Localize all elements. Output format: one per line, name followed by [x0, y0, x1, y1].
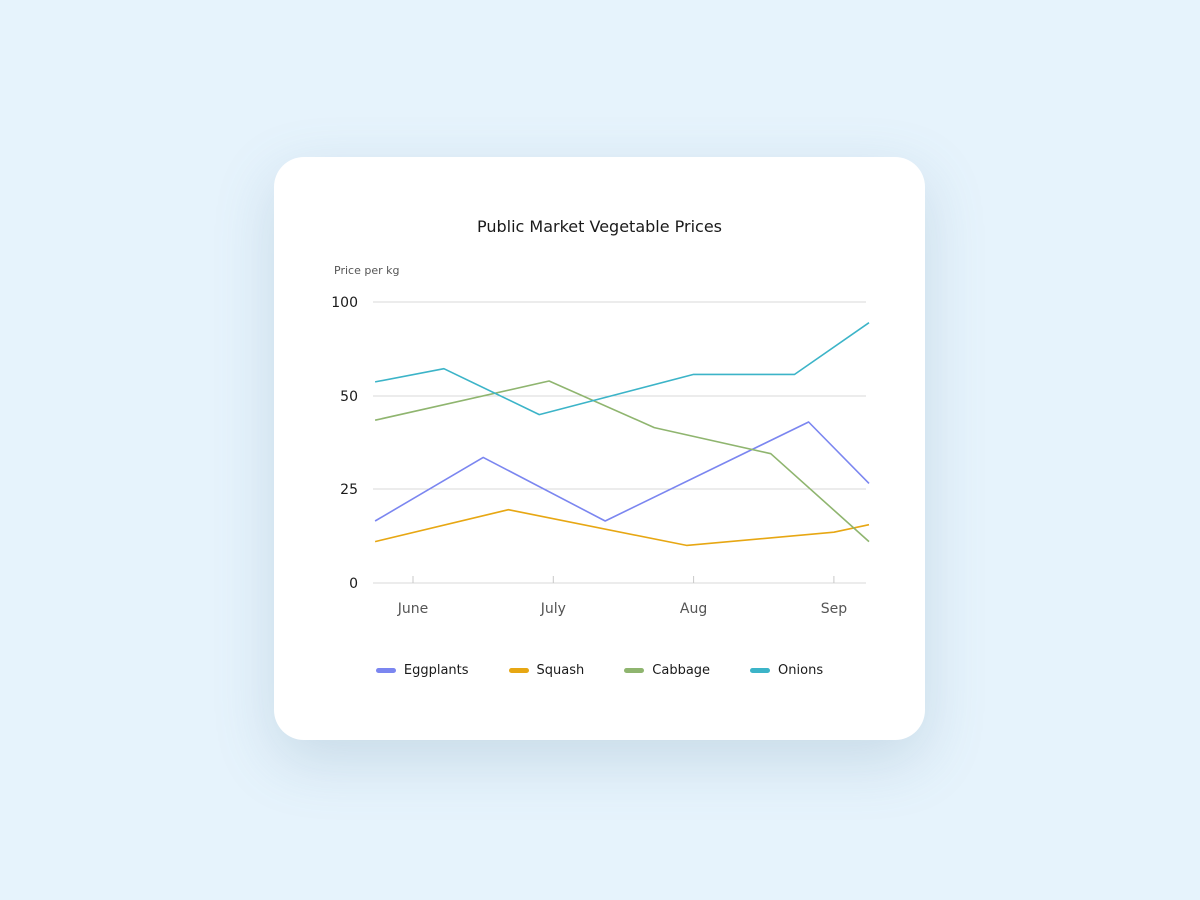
legend-label: Cabbage — [652, 663, 711, 678]
legend-swatch — [375, 668, 396, 673]
legend-item-squash[interactable]: Squash — [508, 663, 585, 678]
legend-label: Onions — [778, 663, 824, 678]
series-line-eggplants — [374, 421, 870, 522]
x-tick-label: Aug — [680, 601, 707, 617]
legend-item-onions[interactable]: Onions — [750, 663, 823, 678]
legend-label: Squash — [536, 663, 585, 678]
line-chart: 0 25 50 100 June July Aug Sep — [331, 295, 870, 617]
legend: Eggplants Squash Cabbage Onions — [274, 663, 925, 678]
chart-card: Public Market Vegetable Prices Price per… — [274, 157, 925, 740]
legend-swatch — [750, 668, 771, 673]
x-tick-label: June — [397, 601, 429, 617]
legend-item-cabbage[interactable]: Cabbage — [624, 663, 710, 678]
x-tick-label: July — [540, 601, 566, 617]
x-tick-label: Sep — [821, 601, 848, 617]
y-tick-label: 100 — [331, 295, 358, 311]
y-axis-label: Price per kg — [334, 264, 400, 277]
y-tick-label: 25 — [340, 482, 358, 498]
y-tick-label: 50 — [340, 389, 358, 405]
series-line-cabbage — [374, 380, 870, 543]
legend-label: Eggplants — [403, 663, 469, 678]
chart-title: Public Market Vegetable Prices — [476, 217, 723, 236]
series-line-squash — [374, 508, 870, 547]
y-tick-label: 0 — [349, 576, 358, 592]
legend-swatch — [508, 668, 529, 673]
legend-item-eggplants[interactable]: Eggplants — [375, 663, 469, 678]
legend-swatch — [624, 668, 645, 673]
series-line-onions — [374, 322, 870, 416]
